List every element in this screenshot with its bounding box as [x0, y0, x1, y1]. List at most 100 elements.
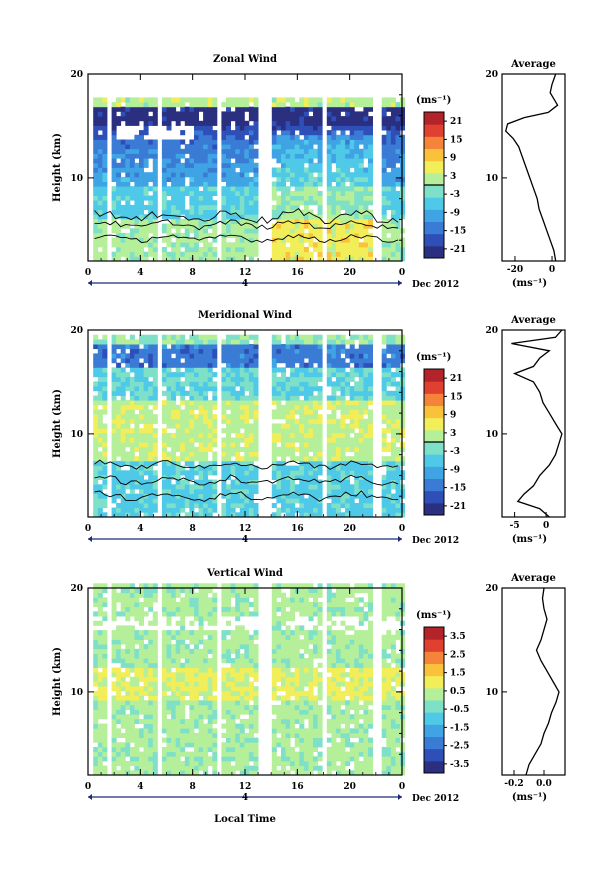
heatmap-cell [171, 761, 177, 767]
heatmap-cell [125, 358, 131, 364]
heatmap-cell [120, 106, 126, 112]
heatmap-cell [143, 432, 149, 438]
heatmap-cell [354, 204, 360, 210]
heatmap-cell [390, 503, 396, 509]
heatmap-cell [189, 102, 195, 108]
heatmap-cell [152, 334, 158, 340]
heatmap-cell [349, 409, 355, 415]
heatmap-cell [184, 653, 190, 659]
heatmap-cell [143, 106, 149, 112]
heatmap-cell [143, 714, 149, 720]
heatmap-cell [253, 120, 259, 126]
heatmap-cell [166, 602, 172, 608]
heatmap-cell [175, 493, 181, 499]
heatmap-cell [125, 606, 131, 612]
heatmap-cell [184, 681, 190, 687]
heatmap-cell [285, 395, 291, 401]
heatmap-cell [395, 214, 401, 220]
heatmap-cell [184, 423, 190, 429]
heatmap-cell [381, 395, 387, 401]
heatmap-cell [116, 437, 122, 443]
heatmap-cell [171, 111, 177, 117]
heatmap-cell [184, 672, 190, 678]
heatmap-cell [248, 372, 254, 378]
heatmap-cell [125, 181, 131, 187]
heatmap-cell [221, 353, 227, 359]
heatmap-cell [303, 395, 309, 401]
heatmap-cell [390, 414, 396, 420]
heatmap-cell [331, 460, 337, 466]
heatmap-cell [166, 372, 172, 378]
heatmap-cell [271, 390, 277, 396]
heatmap-cell [253, 503, 259, 509]
heatmap-cell [161, 503, 167, 509]
heatmap-cell [148, 228, 154, 234]
heatmap-cell [303, 470, 309, 476]
heatmap-cell [134, 672, 140, 678]
heatmap-cell [189, 97, 195, 103]
heatmap-cell [203, 432, 209, 438]
heatmap-cell [294, 484, 300, 490]
heatmap-cell [148, 386, 154, 392]
heatmap-cell [253, 362, 259, 368]
heatmap-cell [285, 190, 291, 196]
heatmap-cell [340, 451, 346, 457]
heatmap-cell [212, 334, 218, 340]
heatmap-cell [194, 381, 199, 387]
heatmap-cell [184, 247, 190, 253]
heatmap-cell [381, 218, 387, 224]
heatmap-cell [244, 451, 250, 457]
heatmap-cell [230, 488, 236, 494]
heatmap-cell [175, 742, 181, 748]
heatmap-cell [139, 700, 144, 706]
heatmap-cell [161, 592, 167, 598]
heatmap-cell [281, 256, 286, 262]
heatmap-cell [248, 176, 254, 182]
heatmap-cell [97, 709, 103, 715]
heatmap-cell [198, 686, 204, 692]
heatmap-cell [189, 681, 195, 687]
heatmap-cell [285, 106, 291, 112]
heatmap-cell [194, 690, 199, 696]
heatmap-cell [221, 172, 227, 178]
heatmap-cell [308, 400, 314, 406]
heatmap-cell [349, 237, 355, 243]
heatmap-cell [308, 256, 314, 262]
heatmap-cell [203, 418, 209, 424]
heatmap-cell [111, 644, 117, 650]
heatmap-cell [326, 451, 332, 457]
heatmap-cell [194, 747, 199, 753]
heatmap-cell [368, 153, 373, 159]
heatmap-cell [134, 503, 140, 509]
heatmap-cell [93, 583, 99, 589]
heatmap-cell [102, 162, 108, 168]
heatmap-cell [180, 390, 186, 396]
heatmap-cell [125, 172, 131, 178]
heatmap-cell [221, 479, 227, 485]
heatmap-cell [139, 97, 144, 103]
heatmap-cell [116, 200, 122, 206]
heatmap-cell [171, 153, 177, 159]
heatmap-cell [166, 756, 172, 762]
heatmap-cell [102, 742, 108, 748]
heatmap-cell [139, 493, 144, 499]
heatmap-cell [340, 223, 346, 229]
heatmap-cell [308, 242, 314, 248]
heatmap-cell [116, 176, 122, 182]
average-profile-line [511, 329, 563, 518]
heatmap-cell [97, 139, 103, 145]
heatmap-cell [235, 451, 241, 457]
heatmap-cell [253, 190, 259, 196]
heatmap-cell [194, 653, 199, 659]
heatmap-cell [184, 493, 190, 499]
heatmap-cell [335, 442, 341, 448]
heatmap-cell [171, 442, 177, 448]
heatmap-cell [290, 442, 296, 448]
heatmap-cell [125, 474, 131, 480]
heatmap-cell [230, 414, 236, 420]
heatmap-cell [331, 158, 337, 164]
heatmap-cell [125, 507, 131, 513]
heatmap-cell [285, 134, 291, 140]
heatmap-cell [152, 761, 158, 767]
heatmap-cell [120, 181, 126, 187]
